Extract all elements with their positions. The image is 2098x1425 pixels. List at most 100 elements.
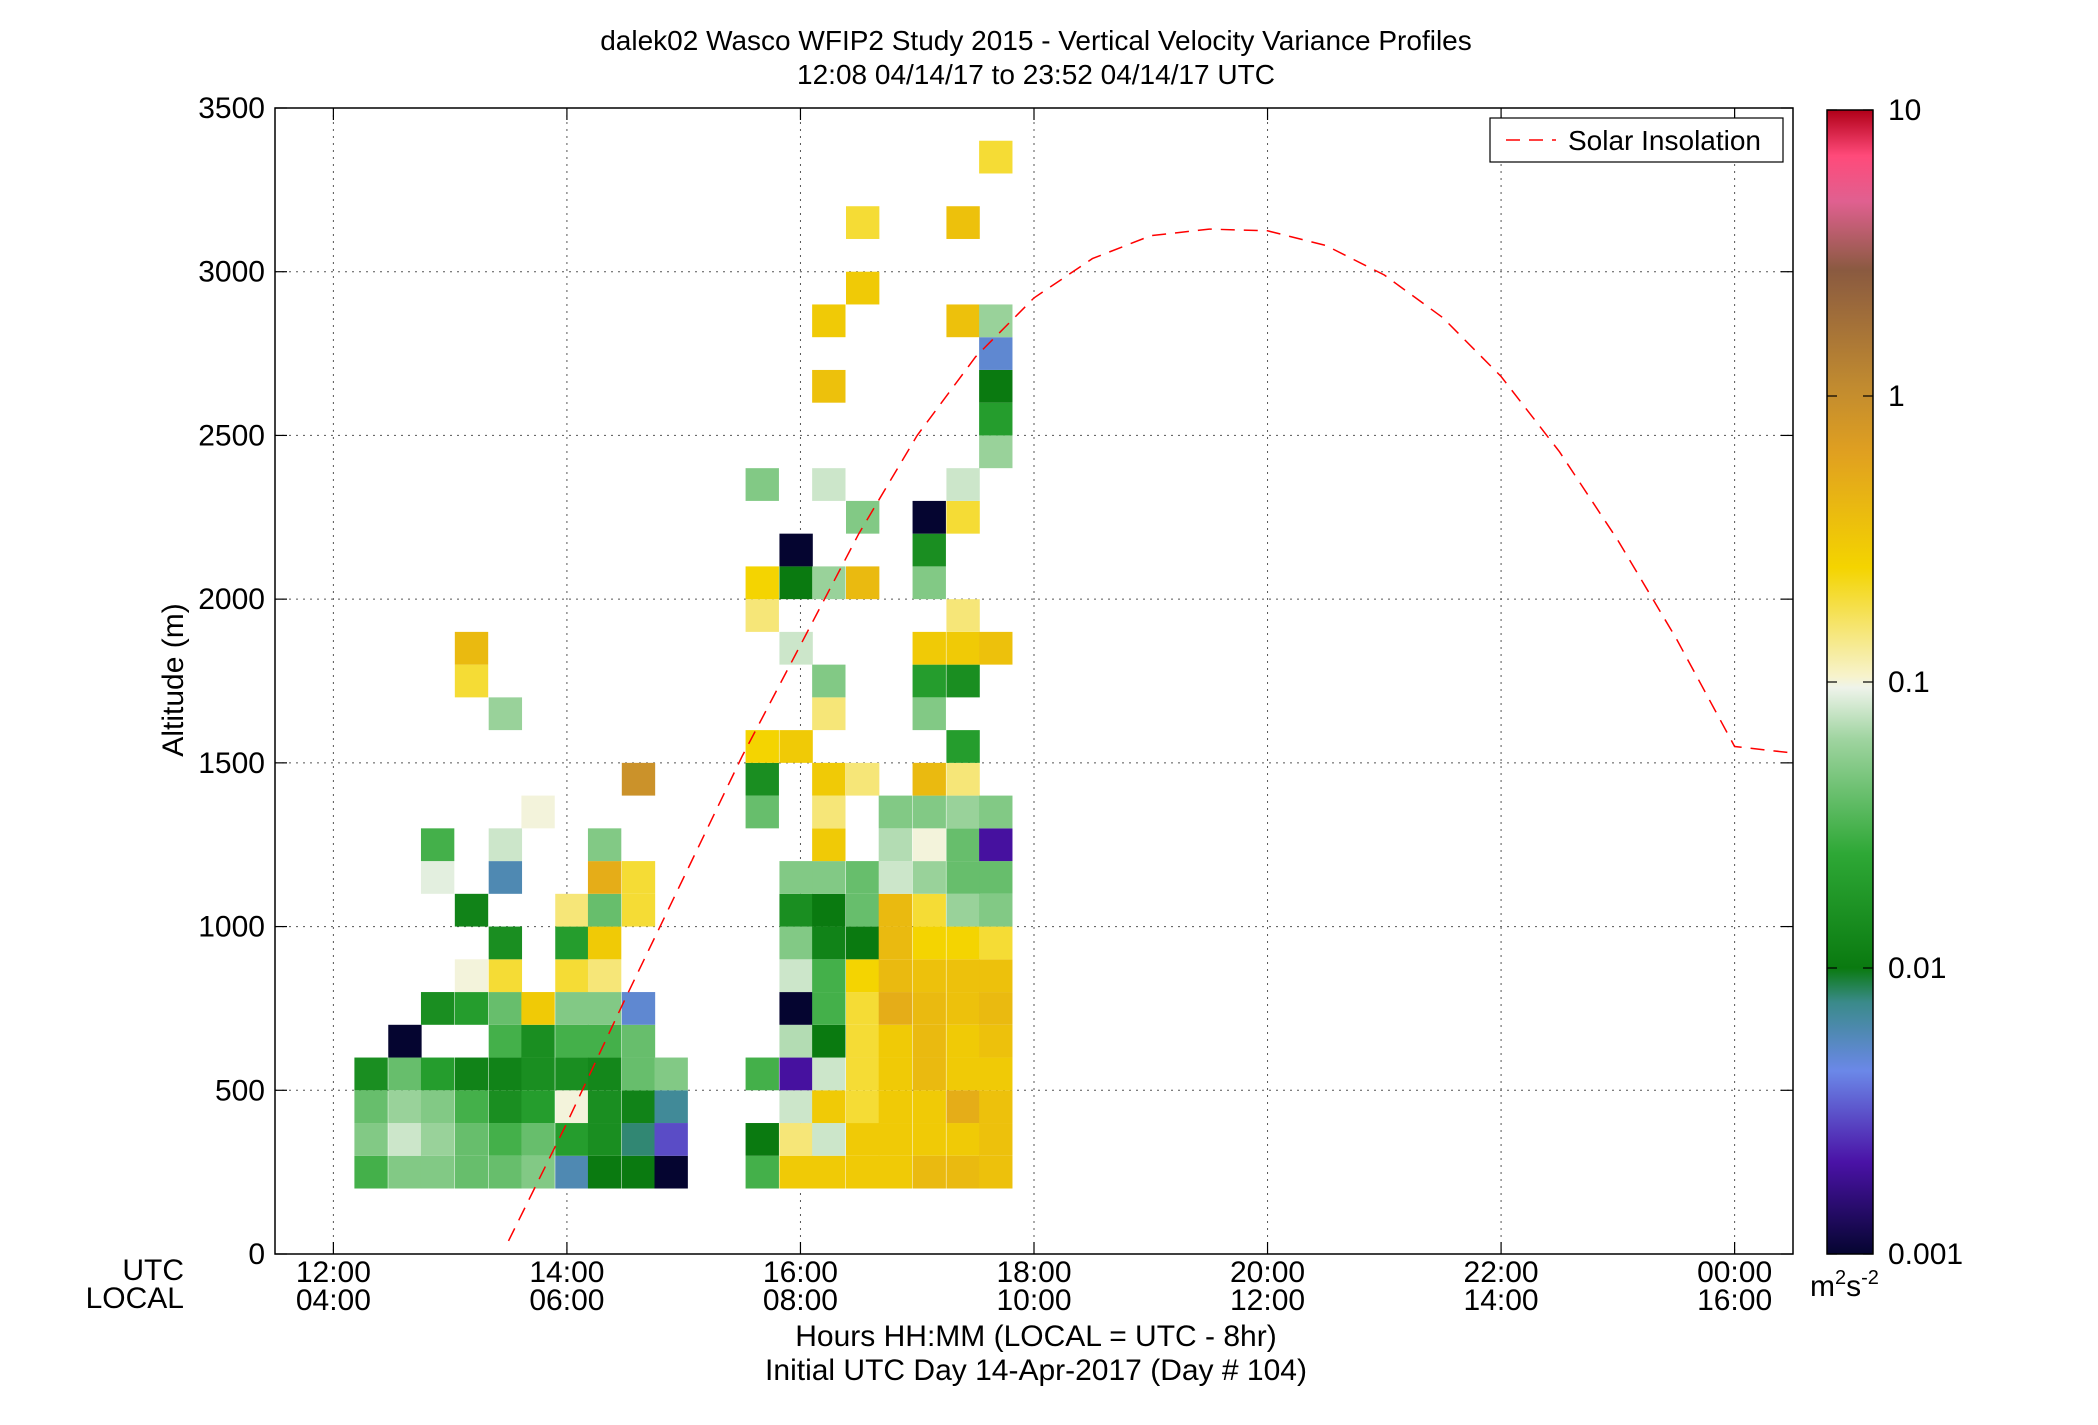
heatmap-cell	[812, 566, 846, 600]
y-tick-label: 3000	[198, 256, 265, 289]
heatmap-cell	[587, 926, 622, 960]
heatmap-cell	[912, 959, 946, 993]
heatmap-cell	[745, 468, 779, 501]
heatmap-cell	[621, 1057, 656, 1091]
heatmap-cell	[979, 1057, 1013, 1091]
heatmap-cell	[587, 1123, 622, 1156]
heatmap-cell	[912, 828, 946, 862]
heatmap-cell	[979, 1123, 1013, 1156]
heatmap-cell	[587, 959, 622, 993]
heatmap-cell	[846, 992, 880, 1025]
heatmap-cell	[587, 1057, 622, 1091]
heatmap-cell	[946, 861, 980, 894]
heatmap-cell	[654, 1123, 688, 1156]
heatmap-cell	[488, 926, 523, 960]
heatmap-cell	[454, 1057, 489, 1091]
heatmap-cell	[979, 959, 1013, 993]
legend: Solar Insolation	[1489, 117, 1784, 163]
heatmap-cell	[979, 1090, 1013, 1124]
y-axis-label: Altitude (m)	[157, 603, 190, 756]
heatmap-cell	[878, 1155, 913, 1189]
colorbar-tick-label: 0.01	[1888, 952, 1946, 985]
heatmap-cell	[745, 795, 779, 829]
heatmap-cell	[454, 992, 489, 1025]
heatmap-cell	[521, 1090, 555, 1124]
heatmap-cell	[846, 1155, 880, 1189]
heatmap-cell	[912, 697, 946, 731]
heatmap-cell	[812, 1057, 846, 1091]
heatmap-cell	[488, 1090, 523, 1124]
heatmap-cell	[654, 1155, 688, 1189]
heatmap-cell	[587, 992, 622, 1025]
heatmap-cell	[912, 861, 946, 894]
heatmap-cell	[779, 992, 813, 1025]
heatmap-cell	[878, 1123, 913, 1156]
heatmap-cell	[878, 795, 913, 829]
colorbar-ticks: 0.001 0.01 0.1 1 10	[1827, 94, 1963, 1271]
heatmap-cell	[621, 992, 656, 1025]
y-tick-label: 2000	[198, 583, 265, 616]
heatmap-cell	[745, 599, 779, 632]
heatmap-cell	[878, 893, 913, 927]
heatmap-cell	[812, 926, 846, 960]
colorbar-tick-label: 0.1	[1888, 666, 1930, 699]
heatmap-cells	[354, 140, 1013, 1189]
heatmap-cell	[946, 631, 980, 665]
heatmap-cell	[912, 926, 946, 960]
heatmap-cell	[812, 697, 846, 731]
heatmap-cell	[587, 1024, 622, 1058]
heatmap-cell	[912, 631, 946, 665]
heatmap-cell	[979, 337, 1013, 370]
x-tick-label-utc: 16:00	[763, 1256, 838, 1289]
heatmap-cell	[846, 206, 880, 239]
y-tick-label: 0	[248, 1238, 265, 1271]
heatmap-cell	[812, 959, 846, 993]
heatmap-cell	[354, 1090, 388, 1124]
colorbar-unit: m2s-2	[1810, 1267, 1879, 1303]
heatmap-cell	[979, 140, 1013, 174]
heatmap-cell	[812, 992, 846, 1025]
heatmap-cell	[878, 861, 913, 894]
heatmap-cell	[354, 1057, 388, 1091]
heatmap-cell	[979, 893, 1013, 927]
heatmap-cell	[488, 1024, 523, 1058]
heatmap-cell	[912, 566, 946, 600]
heatmap-cell	[846, 959, 880, 993]
heatmap-cell	[621, 861, 656, 894]
heatmap-cell	[912, 893, 946, 927]
heatmap-cell	[946, 1057, 980, 1091]
heatmap-cell	[912, 1057, 946, 1091]
y-tick-label: 3500	[198, 92, 265, 125]
heatmap-cell	[555, 1024, 589, 1058]
heatmap-cell	[779, 1090, 813, 1124]
heatmap-cell	[555, 992, 589, 1025]
heatmap-cell	[846, 1024, 880, 1058]
heatmap-cell	[454, 664, 489, 698]
x-tick-label-local: 04:00	[296, 1284, 371, 1317]
heatmap-cell	[587, 1155, 622, 1189]
heatmap-cell	[521, 1024, 555, 1058]
heatmap-cell	[488, 1123, 523, 1156]
heatmap-cell	[555, 893, 589, 927]
heatmap-cell	[878, 828, 913, 862]
heatmap-cell	[946, 1123, 980, 1156]
heatmap-cell	[946, 893, 980, 927]
heatmap-cell	[946, 795, 980, 829]
x-tick-label-local: 16:00	[1697, 1284, 1772, 1317]
heatmap-cell	[912, 1024, 946, 1058]
heatmap-cell	[812, 828, 846, 862]
heatmap-cell	[946, 828, 980, 862]
heatmap-cell	[979, 1024, 1013, 1058]
heatmap-cell	[912, 1090, 946, 1124]
heatmap-cell	[388, 1155, 422, 1189]
heatmap-cell	[555, 1155, 589, 1189]
x-tick-label-local: 06:00	[529, 1284, 604, 1317]
heatmap-cell	[388, 1057, 422, 1091]
heatmap-cell	[846, 926, 880, 960]
heatmap-cell	[878, 959, 913, 993]
heatmap-cell	[846, 861, 880, 894]
heatmap-cell	[745, 730, 779, 763]
heatmap-cell	[779, 1057, 813, 1091]
heatmap-cell	[454, 893, 489, 927]
heatmap-cell	[745, 762, 779, 796]
